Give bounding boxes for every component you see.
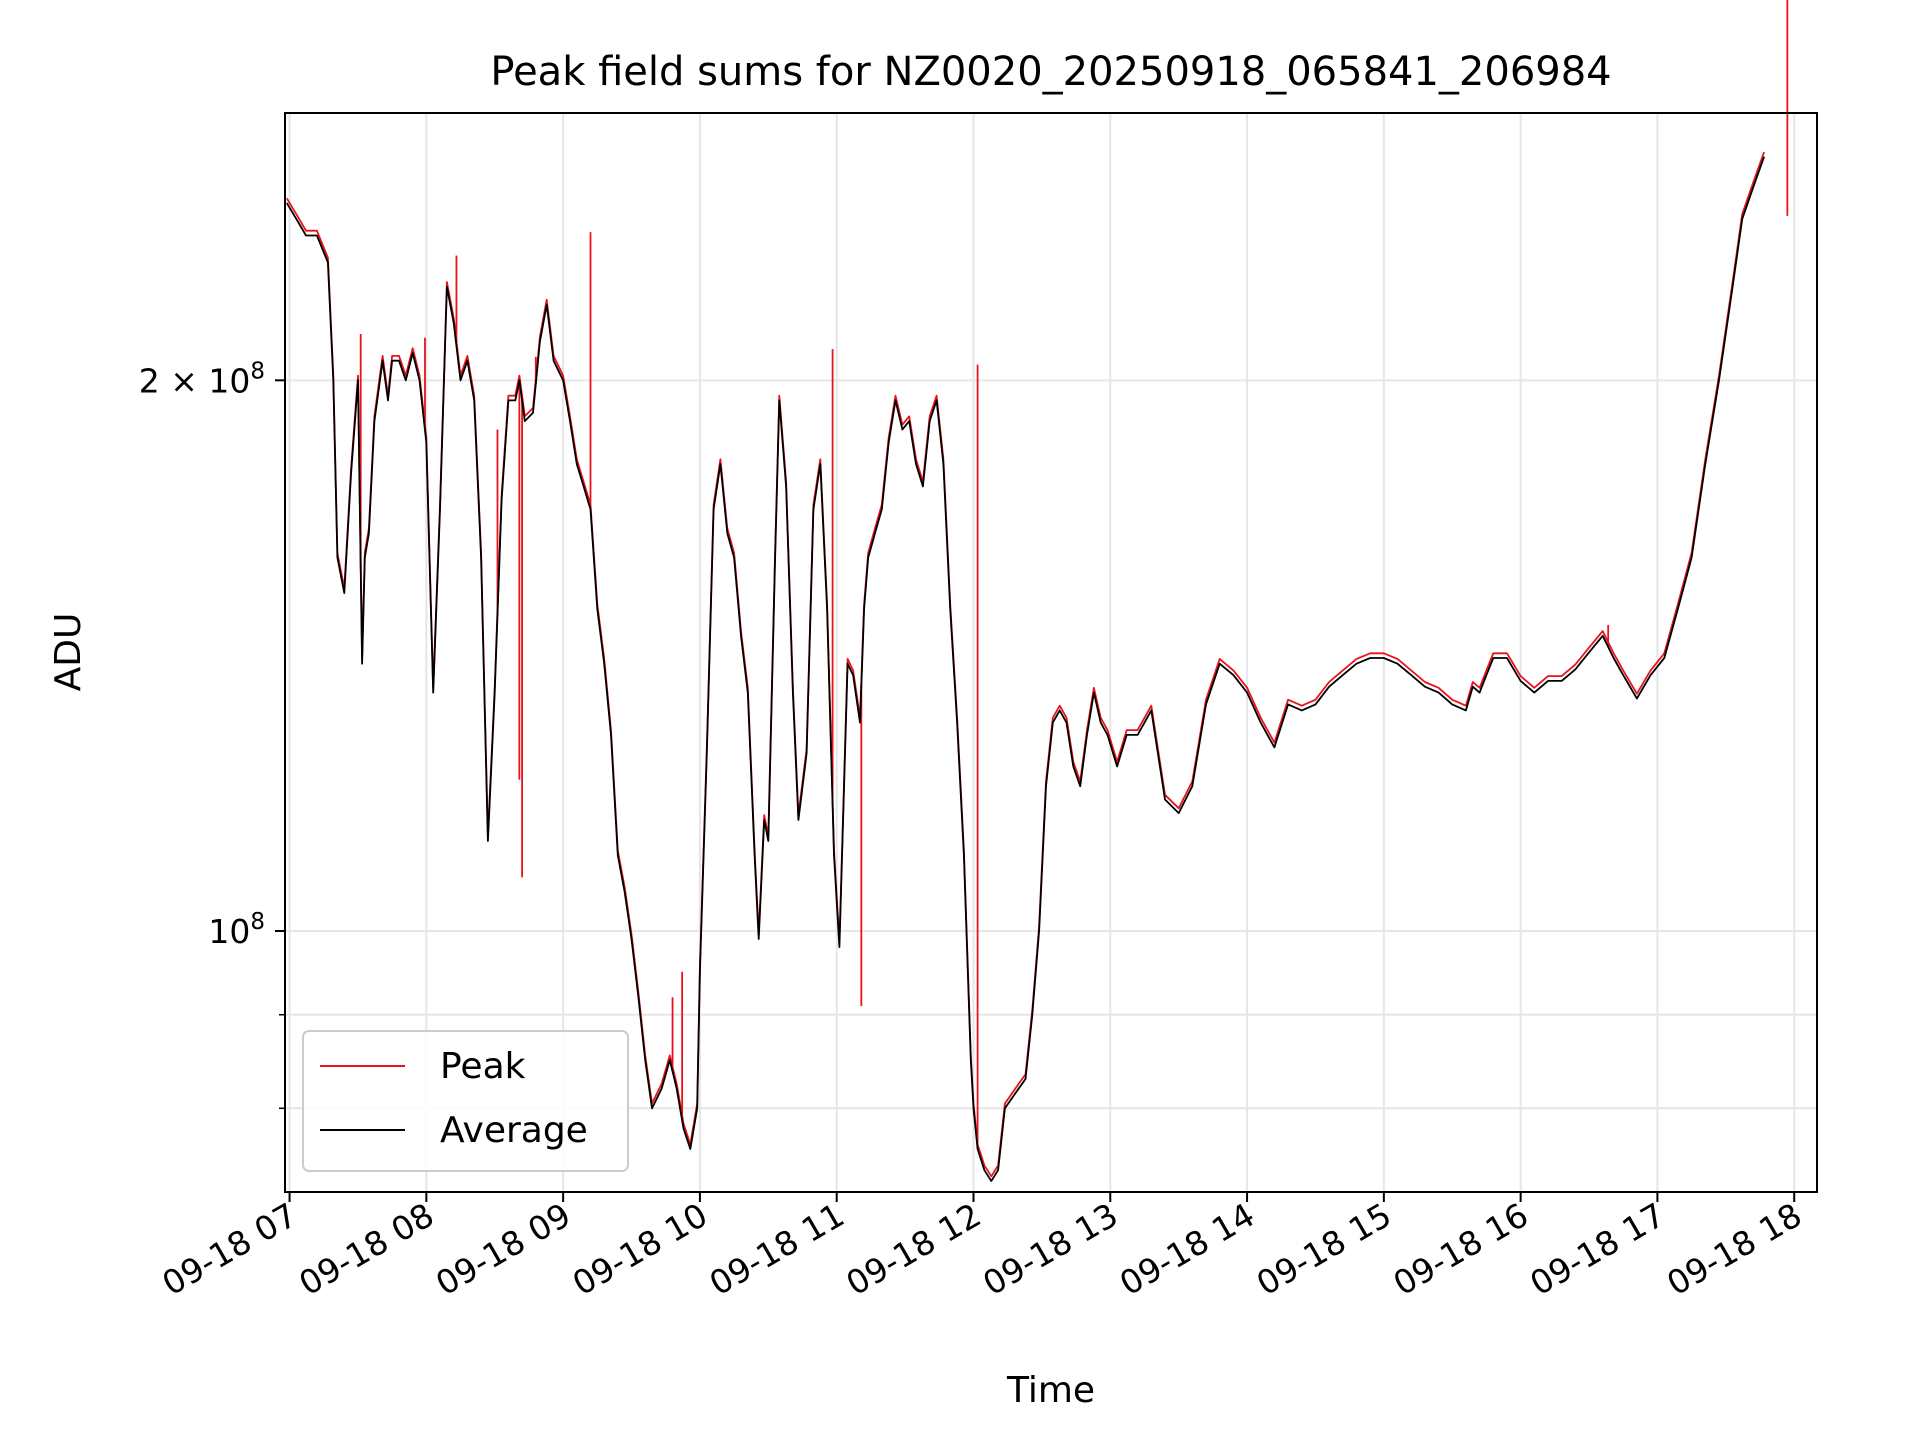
- grid: [285, 113, 1817, 1192]
- y-tick-label: 108: [208, 909, 265, 951]
- plot-frame: [284, 112, 1818, 1193]
- legend-label-average: Average: [440, 1110, 588, 1151]
- x-axis-label: Time: [1006, 1370, 1095, 1411]
- series-line-average: [286, 156, 1765, 1182]
- legend-label-peak: Peak: [440, 1046, 526, 1087]
- legend: Peak Average: [302, 1030, 629, 1172]
- y-tick-label: 2 × 108: [139, 358, 265, 400]
- chart-title: Peak field sums for NZ0020_20250918_0658…: [490, 49, 1611, 95]
- y-axis: 108 2 × 108: [139, 358, 285, 1110]
- plot-lines: [286, 0, 1789, 1182]
- y-axis-label: ADU: [48, 613, 89, 692]
